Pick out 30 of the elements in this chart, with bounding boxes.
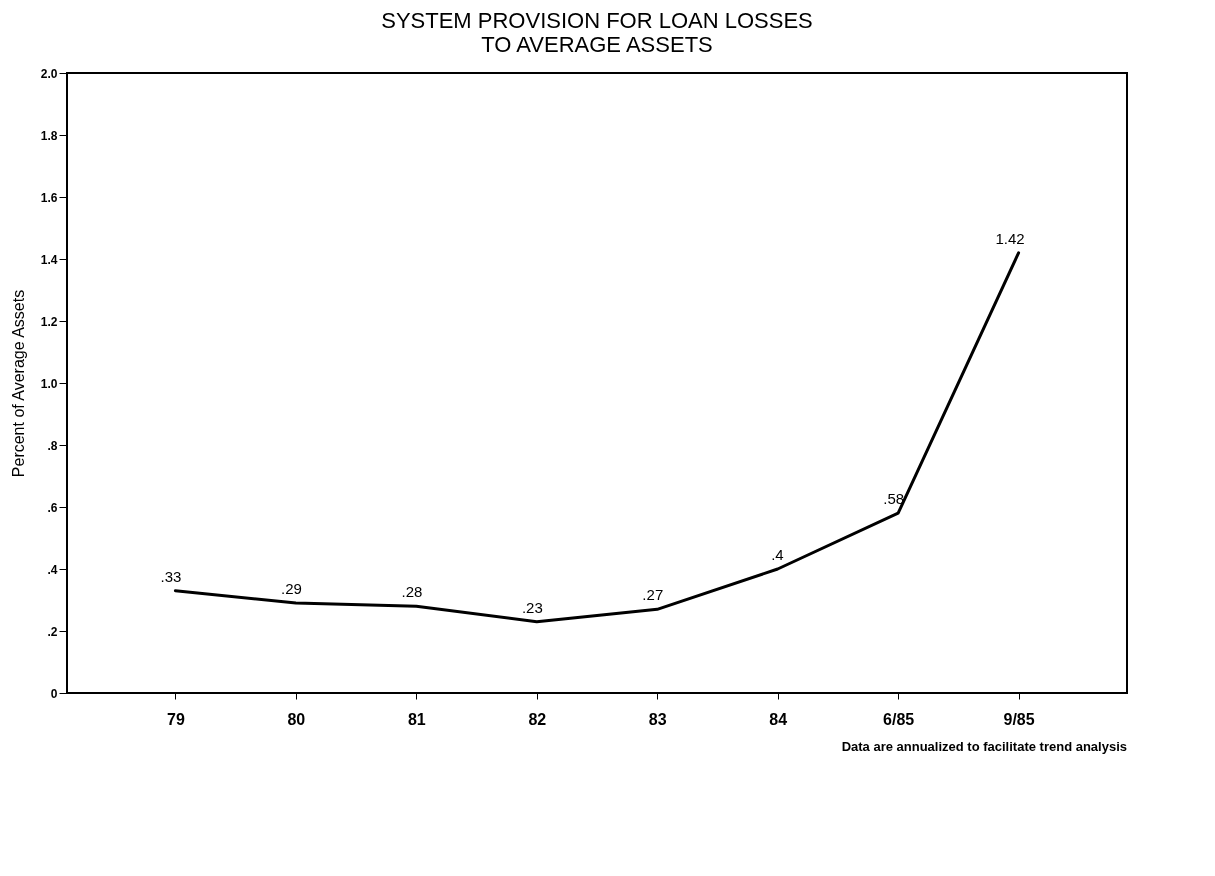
y-tick-label: .8: [47, 438, 58, 453]
x-tick-label: 84: [769, 710, 788, 728]
data-label: 1.42: [995, 229, 1025, 247]
y-tick-label: 1.8: [40, 128, 58, 143]
data-label: .27: [642, 586, 664, 604]
text: Data are annualized to facilitate trend analysis: [841, 739, 1127, 754]
y-axis-title: Percent of Average Assets: [9, 289, 27, 478]
data-label: .23: [521, 598, 543, 616]
x-tick-label: 80: [287, 710, 306, 728]
data-label: .58: [883, 490, 905, 508]
y-tick-label: 2.0: [40, 66, 58, 81]
y-tick-label: .2: [47, 624, 58, 639]
x-tick-label: 83: [648, 710, 667, 728]
x-tick-label: 81: [407, 710, 426, 728]
y-tick-label: 1.2: [40, 314, 58, 329]
x-tick-label: 6/85: [883, 710, 915, 728]
data-label: .33: [160, 567, 182, 585]
y-tick-label: .6: [47, 500, 58, 515]
chart-title: SYSTEM PROVISION FOR LOAN LOSSES TO AVERAGE ASSETS: [381, 8, 813, 57]
data-label: .29: [281, 580, 302, 598]
y-tick-label: 1.4: [40, 252, 58, 267]
y-tick-label: 0: [50, 686, 58, 701]
y-tick-label: 1.0: [40, 376, 58, 391]
y-tick-label: 1.6: [40, 190, 58, 205]
data-label: .4: [771, 546, 784, 563]
data-label: .28: [401, 583, 423, 601]
y-tick-label: .4: [47, 562, 58, 577]
x-tick-label: 82: [528, 710, 547, 728]
x-tick-label: 9/85: [1003, 710, 1035, 728]
x-tick-label: 79: [167, 710, 185, 728]
